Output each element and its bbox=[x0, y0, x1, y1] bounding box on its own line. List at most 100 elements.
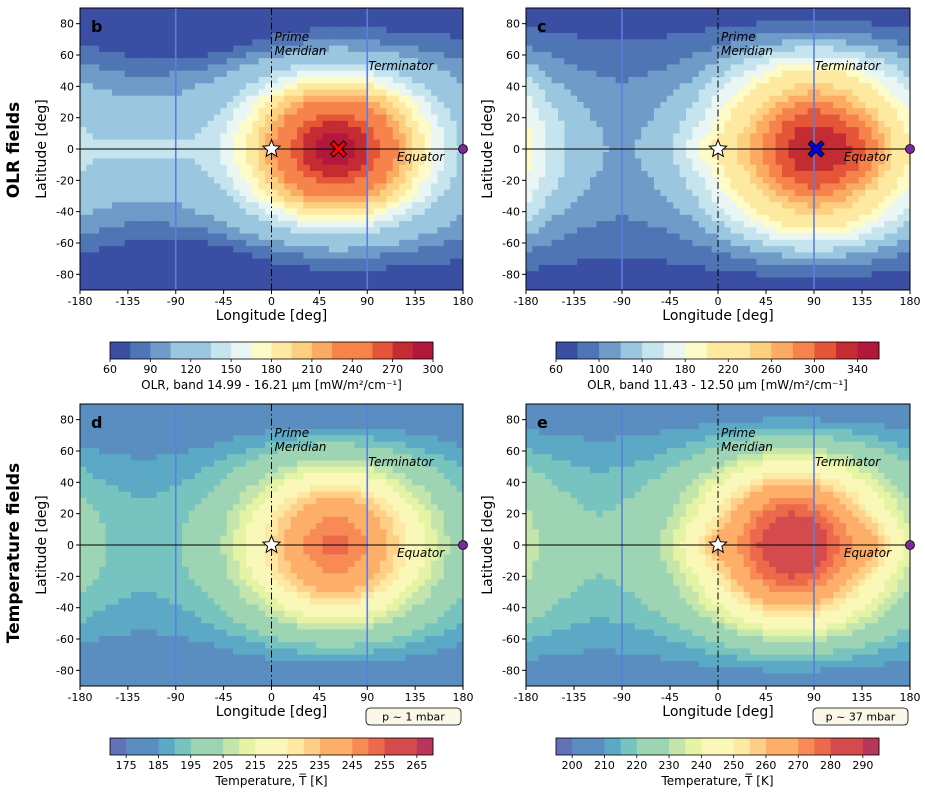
field-cell bbox=[424, 108, 432, 116]
field-cell bbox=[245, 45, 253, 53]
field-cell bbox=[118, 45, 126, 53]
field-cell bbox=[131, 239, 139, 247]
field-cell bbox=[316, 283, 324, 290]
field-cell bbox=[711, 102, 719, 109]
field-cell bbox=[807, 64, 815, 72]
field-cell bbox=[245, 114, 253, 122]
field-cell bbox=[590, 214, 597, 222]
field-cell bbox=[399, 8, 407, 15]
field-cell bbox=[124, 45, 132, 53]
field-cell bbox=[443, 114, 451, 122]
field-cell bbox=[348, 120, 356, 128]
field-cell bbox=[367, 214, 375, 222]
field-cell bbox=[698, 102, 706, 109]
field-cell bbox=[654, 127, 661, 134]
field-cell bbox=[175, 70, 183, 78]
field-cell bbox=[411, 202, 419, 210]
field-cell bbox=[577, 83, 585, 91]
field-cell bbox=[718, 227, 725, 235]
field-cell bbox=[131, 164, 139, 172]
field-cell bbox=[424, 258, 432, 266]
field-cell bbox=[290, 189, 298, 197]
field-cell bbox=[718, 177, 725, 185]
field-cell bbox=[354, 58, 362, 65]
field-cell bbox=[705, 133, 713, 141]
field-cell bbox=[297, 39, 305, 47]
field-cell bbox=[354, 127, 362, 134]
field-cell bbox=[634, 89, 642, 97]
field-cell bbox=[756, 214, 764, 222]
field-cell bbox=[335, 127, 343, 134]
field-cell bbox=[858, 70, 866, 78]
field-cell bbox=[878, 64, 885, 72]
field-cell bbox=[660, 164, 668, 172]
field-cell bbox=[252, 51, 260, 59]
field-cell bbox=[443, 108, 451, 116]
field-cell bbox=[341, 64, 349, 72]
field-cell bbox=[335, 114, 343, 122]
field-cell bbox=[118, 227, 126, 235]
field-cell bbox=[80, 33, 87, 40]
field-cell bbox=[654, 95, 661, 103]
field-cell bbox=[354, 14, 362, 22]
field-cell bbox=[756, 70, 764, 78]
field-cell bbox=[775, 33, 783, 40]
field-cell bbox=[564, 227, 572, 235]
field-cell bbox=[660, 233, 668, 241]
field-cell bbox=[769, 127, 777, 134]
field-cell bbox=[297, 70, 305, 78]
field-cell bbox=[730, 177, 738, 185]
field-cell bbox=[692, 164, 700, 172]
field-cell bbox=[194, 246, 202, 253]
field-cell bbox=[360, 271, 368, 279]
field-cell bbox=[265, 108, 273, 116]
field-cell bbox=[724, 102, 732, 109]
field-cell bbox=[316, 102, 324, 109]
field-cell bbox=[698, 51, 706, 59]
field-cell bbox=[367, 127, 375, 134]
field-cell bbox=[226, 258, 234, 266]
field-cell bbox=[673, 83, 681, 91]
field-cell bbox=[609, 183, 617, 191]
field-cell bbox=[143, 33, 151, 40]
field-cell bbox=[456, 89, 463, 97]
field-cell bbox=[214, 45, 222, 53]
field-cell bbox=[538, 26, 546, 34]
field-cell bbox=[156, 70, 164, 78]
field-cell bbox=[718, 127, 725, 134]
field-cell bbox=[903, 139, 910, 147]
field-cell bbox=[265, 89, 273, 97]
field-cell bbox=[526, 133, 533, 141]
field-cell bbox=[405, 89, 413, 97]
field-cell bbox=[150, 164, 158, 172]
field-cell bbox=[807, 26, 815, 34]
field-cell bbox=[846, 152, 853, 159]
field-cell bbox=[239, 164, 247, 172]
field-cell bbox=[233, 246, 241, 253]
field-cell bbox=[820, 170, 828, 178]
field-cell bbox=[743, 14, 751, 22]
field-cell bbox=[341, 120, 349, 128]
field-cell bbox=[162, 70, 170, 78]
field-cell bbox=[526, 202, 533, 210]
field-cell bbox=[750, 114, 757, 122]
field-cell bbox=[137, 239, 145, 247]
field-cell bbox=[354, 221, 362, 228]
field-cell bbox=[878, 14, 885, 22]
field-cell bbox=[265, 45, 273, 53]
field-cell bbox=[737, 227, 745, 235]
field-cell bbox=[80, 58, 87, 65]
field-cell bbox=[335, 271, 343, 279]
field-cell bbox=[399, 76, 407, 84]
field-cell bbox=[769, 45, 777, 53]
field-cell bbox=[226, 246, 234, 253]
field-cell bbox=[265, 83, 273, 91]
field-cell bbox=[609, 95, 617, 103]
field-cell bbox=[858, 227, 866, 235]
field-cell bbox=[826, 58, 834, 65]
field-cell bbox=[724, 189, 732, 197]
field-cell bbox=[367, 102, 375, 109]
field-cell bbox=[596, 95, 604, 103]
field-cell bbox=[214, 70, 222, 78]
field-cell bbox=[538, 227, 546, 235]
